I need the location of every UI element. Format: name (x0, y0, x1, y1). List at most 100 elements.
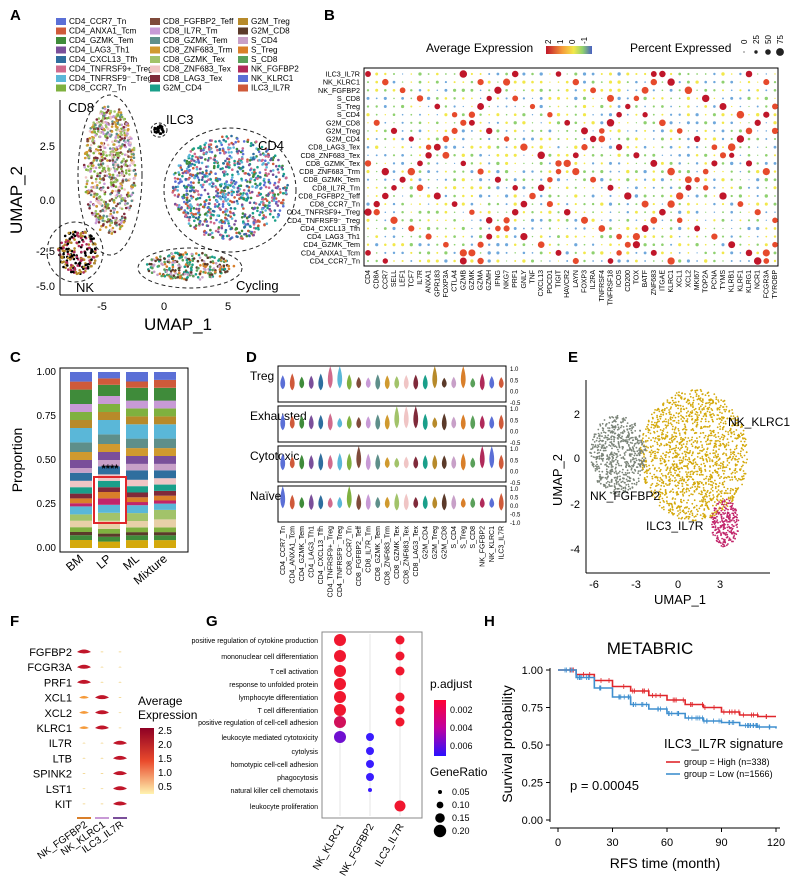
dotplot-dot (479, 219, 482, 222)
dotplot-dot (633, 152, 640, 159)
nk-umap-cell-point (693, 421, 696, 423)
dotplot-dot (635, 129, 638, 132)
umap-cell-point (105, 215, 109, 218)
dotplot-dot (687, 202, 690, 206)
umap-cell-point (116, 174, 119, 177)
nk-umap-cell-point (726, 438, 729, 440)
nk-umap-cell-point (739, 468, 741, 471)
dotplot-dot (444, 251, 448, 255)
dotplot-row-label: CD4_GZMK_Tem (303, 240, 360, 249)
dotplot-dot (523, 219, 525, 222)
dotplot-dot (739, 227, 742, 230)
umap-cell-point (121, 196, 124, 200)
nk-umap-cell-point (680, 438, 682, 441)
umap-cell-point (188, 206, 191, 209)
dotplot-dot (592, 113, 594, 116)
umap-cell-point (163, 257, 166, 260)
nk-umap-cell-point (734, 467, 737, 470)
nk-umap-cell-point (680, 436, 682, 439)
nk-umap-cell-point (660, 443, 663, 446)
umap-cell-point (268, 208, 271, 211)
dotplot-dot (748, 114, 750, 116)
umap-cell-point (113, 143, 116, 146)
dotplot-gene-label: GZMA (478, 270, 485, 291)
dotplot-dot (530, 259, 535, 263)
dotplot-dot (383, 96, 387, 100)
dotplot-dot (442, 151, 450, 159)
umap-cell-point (238, 184, 241, 188)
umap-cell-point (132, 152, 135, 156)
dotplot-dot (514, 105, 516, 108)
dotplot-dot (660, 161, 664, 165)
nk-umap-cell-point (661, 437, 664, 440)
umap-cell-point (217, 230, 220, 234)
dotplot-dot (641, 200, 649, 208)
nk-umap-cell-point (695, 389, 698, 392)
legend-entry: CD8_IL7R_Tm (163, 27, 218, 36)
umap-cell-point (127, 208, 131, 212)
umap-cell-point (192, 207, 196, 210)
nk-umap-cell-point (714, 486, 717, 488)
umap-cell-point (199, 183, 203, 187)
dotplot-dot (626, 210, 630, 214)
violin-shape (451, 376, 457, 389)
dotplot-dot (366, 96, 370, 100)
dotplot-dot (451, 111, 458, 118)
dotplot-dot (471, 105, 473, 108)
dotplot-dot (496, 72, 500, 76)
umap-cell-point (196, 259, 200, 263)
umap-cell-point (229, 215, 232, 218)
dotplot-dot (695, 121, 699, 125)
umap-cell-point (111, 148, 115, 151)
umap-cell-point (232, 186, 236, 189)
violin-shape (460, 453, 466, 471)
dotplot-dot (410, 121, 413, 124)
umap-cell-point (186, 171, 190, 174)
violin-shape (384, 414, 390, 430)
umap-cell-point (252, 221, 256, 225)
umap-cell-point (234, 181, 238, 184)
dotplot-dot (745, 127, 753, 135)
proportion-segment (154, 535, 176, 541)
umap-cell-point (248, 234, 251, 238)
legend-entry: CD4_GZMK_Tem (69, 36, 134, 45)
dotplot-dot (470, 162, 474, 165)
umap-cell-point (197, 266, 200, 270)
nk-umap-cell-point (648, 464, 650, 467)
umap-cell-point (237, 193, 240, 197)
dotplot-dot (401, 251, 404, 255)
dotplot-dot (728, 241, 736, 249)
nk-umap-cell-point (693, 467, 696, 470)
nk-umap-cell-point (649, 472, 652, 475)
umap-cell-point (241, 149, 244, 153)
nk-umap-cell-point (692, 441, 695, 444)
umap-cell-point (169, 272, 173, 276)
umap-cell-point (249, 168, 252, 172)
nk-umap-cell-point (658, 498, 660, 501)
umap-cell-point (282, 198, 285, 202)
dotplot-dot (531, 137, 534, 141)
dotplot-dot (505, 97, 508, 100)
dotplot-gene-label: CD8A (374, 270, 381, 289)
umap-cell-point (262, 153, 266, 157)
umap-cell-point (241, 147, 245, 150)
umap-cell-point (235, 190, 239, 194)
dotplot-dot (713, 80, 716, 84)
nk-umap-cell-point (689, 395, 692, 398)
dotplot-dot (678, 113, 681, 116)
dotplot-dot (687, 146, 690, 149)
umap-cell-point (90, 130, 94, 134)
violin-celltype-label: ILC3_IL7R (498, 526, 505, 559)
umap-cell-point (229, 237, 232, 240)
dotplot-dot (669, 186, 673, 190)
violin-shape (403, 406, 409, 429)
dotplot-dot (634, 137, 638, 141)
umap-cell-point (171, 268, 174, 272)
dotplot-dot (765, 73, 768, 75)
nk-umap-cell-point (691, 502, 694, 505)
dotplot-dot (696, 203, 699, 206)
nk-umap-cell-point (678, 471, 681, 473)
nk-umap-cell-point (659, 462, 662, 465)
umap-cell-point (105, 154, 108, 157)
nk-umap-cell-point (743, 454, 746, 457)
